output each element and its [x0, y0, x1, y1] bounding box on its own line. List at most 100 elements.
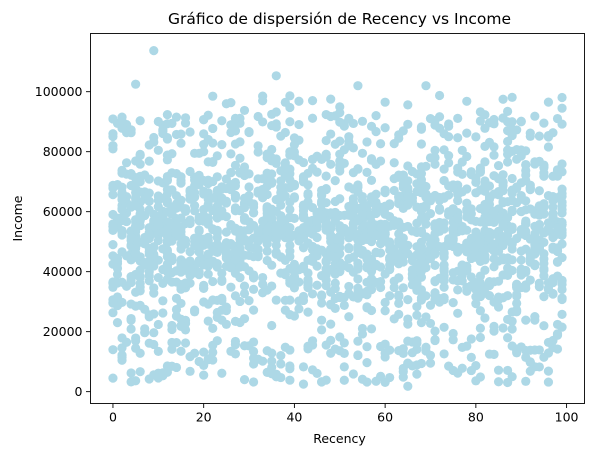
- data-point: [194, 226, 204, 236]
- data-point: [480, 141, 490, 151]
- data-point: [230, 126, 241, 136]
- data-point: [176, 129, 186, 139]
- data-point: [489, 171, 499, 181]
- data-point: [453, 133, 463, 143]
- data-point: [444, 132, 454, 142]
- data-point: [258, 216, 268, 226]
- data-point: [244, 182, 254, 192]
- data-point: [267, 356, 277, 366]
- data-point: [471, 241, 481, 251]
- data-point: [539, 202, 549, 212]
- data-point: [466, 253, 476, 264]
- data-point: [403, 119, 413, 129]
- data-point: [353, 264, 363, 274]
- data-point: [489, 262, 499, 272]
- data-point: [185, 366, 195, 376]
- data-point: [552, 243, 563, 253]
- data-point: [208, 276, 218, 287]
- data-point: [412, 242, 422, 252]
- data-point: [480, 313, 490, 323]
- data-point: [190, 181, 200, 191]
- data-point: [466, 334, 476, 344]
- data-point: [503, 365, 513, 376]
- data-point: [480, 123, 490, 133]
- data-point: [557, 284, 567, 295]
- data-point: [317, 291, 327, 301]
- data-point: [484, 181, 495, 191]
- data-point: [285, 375, 295, 385]
- data-point: [525, 275, 535, 285]
- data-point: [248, 273, 259, 283]
- data-point: [493, 160, 504, 171]
- data-point: [330, 176, 340, 186]
- data-point: [412, 310, 422, 320]
- data-point: [208, 138, 218, 148]
- data-point: [185, 127, 195, 137]
- data-point: [557, 322, 567, 332]
- data-point: [521, 216, 531, 226]
- data-point: [199, 147, 209, 157]
- data-point: [258, 96, 268, 106]
- data-point: [516, 116, 526, 126]
- x-tick-label: 80: [468, 410, 484, 425]
- data-point: [489, 206, 499, 216]
- data-point: [498, 219, 508, 229]
- data-point: [330, 293, 340, 304]
- data-point: [439, 224, 449, 234]
- data-point: [276, 131, 286, 141]
- data-point: [258, 174, 268, 184]
- data-point: [326, 208, 336, 218]
- data-point: [403, 200, 413, 210]
- data-point: [253, 244, 263, 255]
- data-point: [484, 216, 495, 227]
- data-point: [344, 113, 354, 123]
- data-point: [375, 282, 386, 293]
- data-point: [539, 171, 549, 181]
- data-point: [357, 323, 368, 334]
- data-point: [539, 271, 549, 281]
- data-point: [425, 358, 436, 368]
- data-point: [416, 226, 427, 236]
- data-point: [303, 188, 313, 199]
- data-point: [294, 119, 304, 130]
- data-point: [162, 259, 172, 269]
- data-point: [307, 154, 318, 164]
- data-point: [344, 263, 354, 273]
- data-point: [126, 169, 136, 179]
- data-point: [144, 140, 154, 150]
- data-point: [112, 318, 123, 328]
- data-point: [321, 269, 331, 280]
- data-point: [353, 164, 363, 174]
- data-point: [394, 130, 404, 140]
- data-point: [180, 338, 191, 348]
- data-point: [244, 217, 254, 227]
- data-point: [144, 205, 154, 215]
- data-point: [321, 171, 331, 181]
- data-point: [512, 233, 522, 244]
- data-point: [285, 345, 295, 355]
- data-point: [434, 123, 445, 133]
- data-point: [108, 345, 118, 355]
- data-point: [158, 308, 168, 318]
- data-point: [353, 287, 363, 297]
- data-point: [439, 349, 449, 359]
- data-point: [140, 304, 150, 314]
- data-point: [489, 297, 499, 307]
- data-point: [425, 153, 436, 163]
- data-point: [512, 198, 522, 208]
- data-point: [217, 116, 227, 126]
- data-point: [267, 178, 277, 188]
- chart-title: Gráfico de dispersión de Recency vs Inco…: [168, 10, 511, 28]
- data-point: [543, 130, 554, 141]
- data-point: [262, 255, 272, 266]
- y-tick-label: 60000: [43, 204, 83, 219]
- data-point: [462, 225, 472, 235]
- data-point: [117, 194, 127, 205]
- data-point: [208, 123, 218, 134]
- data-point: [462, 247, 472, 257]
- data-point: [131, 343, 141, 353]
- data-point: [416, 175, 427, 185]
- data-point: [321, 375, 331, 385]
- data-point: [194, 233, 204, 244]
- data-point: [248, 337, 259, 347]
